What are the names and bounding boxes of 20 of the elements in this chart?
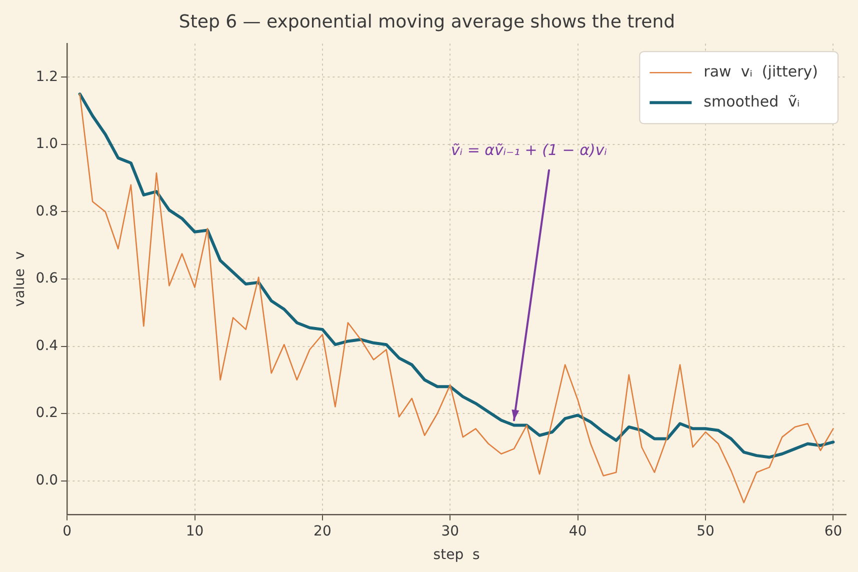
x-tick-label: 30 (441, 523, 460, 540)
chart-title: Step 6 — exponential moving average shows the trend (178, 11, 676, 32)
x-tick-label: 60 (824, 523, 842, 540)
x-axis-title: step s (433, 547, 480, 564)
legend-label: smoothed ṽᵢ (704, 92, 800, 110)
y-tick-label: 0.6 (36, 270, 58, 287)
y-tick-label: 0.4 (36, 338, 58, 354)
x-tick-label: 40 (568, 523, 587, 540)
y-tick-label: 1.0 (36, 136, 58, 152)
legend-label: raw vᵢ (jittery) (704, 62, 818, 80)
x-tick-label: 0 (62, 523, 72, 540)
y-axis-title: value v (12, 251, 28, 307)
y-tick-label: 0.8 (36, 203, 58, 220)
y-tick-label: 1.2 (36, 68, 58, 85)
x-tick-label: 50 (696, 523, 714, 540)
y-tick-label: 0.2 (36, 405, 58, 422)
x-tick-label: 20 (314, 523, 332, 540)
annotation: ṽᵢ = αṽᵢ₋₁ + (1 − α)vᵢ (450, 141, 608, 160)
y-tick-label: 0.0 (36, 472, 58, 488)
x-tick-label: 10 (186, 523, 204, 540)
